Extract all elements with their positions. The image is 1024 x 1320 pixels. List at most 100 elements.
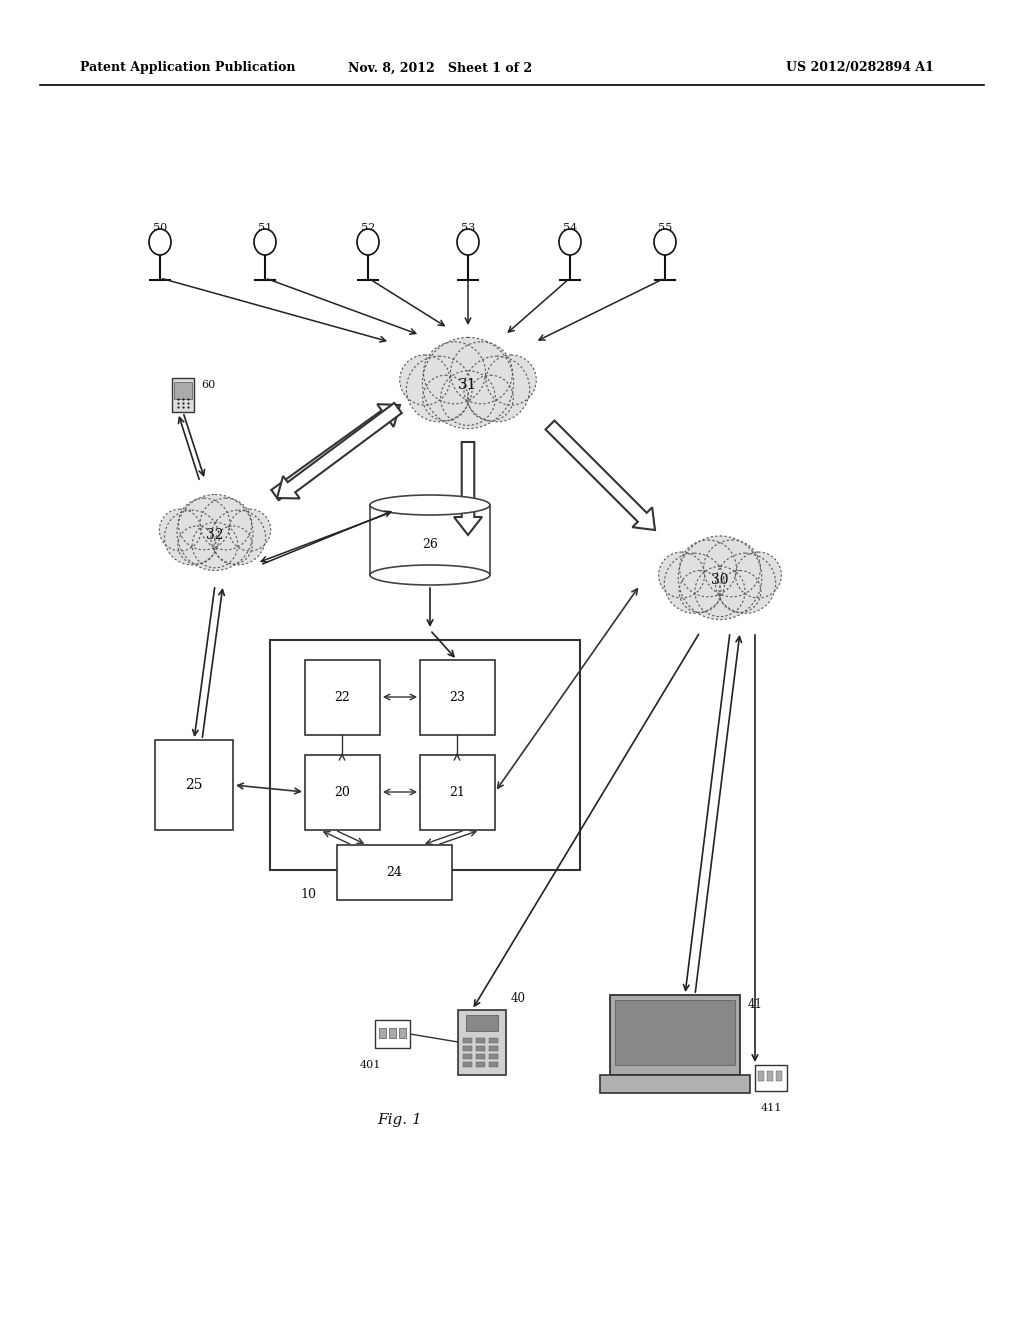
Bar	[379, 1028, 386, 1038]
Text: 24: 24	[387, 866, 402, 879]
Bar	[476, 1063, 485, 1067]
Text: 31: 31	[459, 378, 477, 392]
Text: 21: 21	[450, 785, 466, 799]
Bar	[476, 1053, 485, 1059]
Text: 26: 26	[422, 539, 438, 552]
Circle shape	[703, 540, 761, 597]
Text: 51: 51	[258, 223, 272, 234]
Circle shape	[719, 570, 761, 612]
Ellipse shape	[254, 228, 276, 255]
Bar	[776, 1071, 782, 1081]
Text: 25: 25	[185, 777, 203, 792]
Text: 55: 55	[657, 223, 672, 234]
Bar	[174, 381, 193, 399]
Text: Nov. 8, 2012   Sheet 1 of 2: Nov. 8, 2012 Sheet 1 of 2	[348, 62, 532, 74]
Bar	[463, 1045, 472, 1051]
Text: 10: 10	[300, 888, 316, 902]
Text: 22: 22	[335, 690, 350, 704]
Circle shape	[399, 355, 450, 405]
Circle shape	[716, 553, 776, 614]
Circle shape	[464, 356, 529, 422]
Bar	[466, 1015, 498, 1031]
Polygon shape	[546, 421, 655, 531]
Circle shape	[178, 525, 216, 564]
Bar	[420, 755, 495, 830]
Circle shape	[424, 342, 485, 404]
Bar	[489, 1063, 498, 1067]
Bar	[489, 1053, 498, 1059]
Circle shape	[678, 536, 762, 619]
Bar	[758, 1071, 764, 1081]
Text: 40: 40	[511, 991, 526, 1005]
Circle shape	[193, 523, 238, 568]
Bar	[399, 1028, 406, 1038]
Text: 52: 52	[360, 223, 375, 234]
Circle shape	[440, 371, 496, 425]
Circle shape	[423, 375, 468, 421]
Text: 401: 401	[359, 1060, 381, 1071]
Circle shape	[178, 498, 230, 550]
Ellipse shape	[370, 565, 490, 585]
Circle shape	[695, 566, 745, 616]
Bar	[767, 1071, 773, 1081]
Circle shape	[422, 338, 514, 429]
Bar	[476, 1045, 485, 1051]
Text: 53: 53	[461, 223, 475, 234]
Circle shape	[486, 355, 537, 405]
Circle shape	[665, 553, 725, 614]
Circle shape	[165, 510, 219, 565]
Ellipse shape	[370, 495, 490, 515]
Text: 20: 20	[335, 785, 350, 799]
Circle shape	[229, 510, 270, 550]
Bar	[458, 1010, 506, 1074]
Bar	[463, 1063, 472, 1067]
Circle shape	[200, 498, 252, 550]
Bar	[463, 1038, 472, 1043]
Circle shape	[679, 570, 721, 612]
Circle shape	[214, 525, 252, 564]
Bar	[489, 1038, 498, 1043]
Circle shape	[468, 375, 513, 421]
Text: 54: 54	[563, 223, 578, 234]
Circle shape	[160, 510, 201, 550]
Ellipse shape	[654, 228, 676, 255]
Bar	[155, 741, 233, 830]
Bar	[389, 1028, 396, 1038]
Bar	[755, 1065, 787, 1092]
Bar	[600, 1074, 750, 1093]
Polygon shape	[278, 403, 401, 499]
Bar	[476, 1038, 485, 1043]
Bar	[370, 506, 490, 576]
Text: Patent Application Publication: Patent Application Publication	[80, 62, 296, 74]
Ellipse shape	[457, 228, 479, 255]
Circle shape	[680, 540, 736, 597]
Ellipse shape	[357, 228, 379, 255]
Circle shape	[407, 356, 472, 422]
Bar	[337, 845, 452, 900]
Bar	[305, 660, 380, 735]
Polygon shape	[454, 442, 482, 535]
Ellipse shape	[150, 228, 171, 255]
Circle shape	[658, 552, 705, 598]
Bar	[615, 1001, 735, 1065]
Text: 50: 50	[153, 223, 167, 234]
Circle shape	[735, 552, 781, 598]
Bar	[463, 1053, 472, 1059]
Text: 32: 32	[206, 528, 224, 543]
Bar	[489, 1045, 498, 1051]
Circle shape	[211, 510, 265, 565]
Circle shape	[451, 342, 512, 404]
Bar	[420, 660, 495, 735]
Bar	[375, 1020, 410, 1048]
Text: Fig. 1: Fig. 1	[378, 1113, 422, 1127]
Text: 23: 23	[450, 690, 466, 704]
Bar	[305, 755, 380, 830]
Bar	[610, 995, 740, 1074]
Ellipse shape	[559, 228, 581, 255]
Bar	[270, 640, 580, 870]
Polygon shape	[271, 404, 400, 500]
Text: 60: 60	[201, 380, 215, 389]
Circle shape	[177, 495, 253, 570]
Text: 30: 30	[712, 573, 729, 587]
Bar	[172, 378, 194, 412]
